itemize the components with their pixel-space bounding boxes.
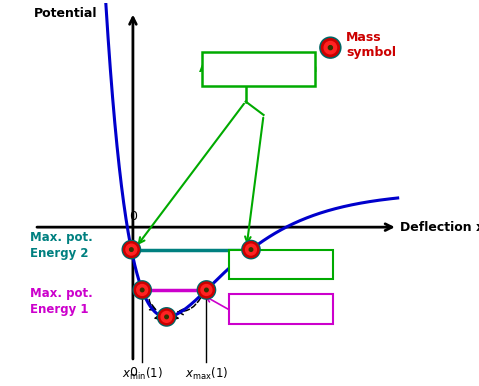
Circle shape [161, 312, 172, 322]
Text: Energy level 1: Energy level 1 [231, 303, 331, 315]
Circle shape [198, 282, 214, 298]
Circle shape [132, 280, 152, 300]
Text: Average position: Average position [199, 63, 318, 76]
FancyBboxPatch shape [229, 250, 332, 279]
Circle shape [159, 309, 174, 325]
Circle shape [165, 315, 168, 319]
Text: $x_{\max}(1)$: $x_{\max}(1)$ [185, 366, 228, 383]
Circle shape [249, 248, 253, 251]
Circle shape [126, 244, 137, 255]
Text: 0: 0 [129, 210, 137, 223]
FancyBboxPatch shape [203, 52, 315, 86]
Text: Energy level 2: Energy level 2 [231, 258, 331, 271]
Circle shape [324, 41, 337, 54]
Circle shape [130, 248, 133, 251]
Text: Max. pot.
Energy 2: Max. pot. Energy 2 [30, 230, 92, 260]
Circle shape [134, 282, 150, 298]
Text: Potential: Potential [34, 7, 98, 20]
Circle shape [328, 46, 332, 50]
Circle shape [241, 240, 261, 259]
Circle shape [196, 280, 217, 300]
Circle shape [319, 36, 342, 59]
Text: 0: 0 [129, 366, 137, 379]
Circle shape [140, 288, 144, 292]
Circle shape [201, 284, 212, 295]
Circle shape [124, 242, 139, 257]
Circle shape [246, 244, 256, 255]
Circle shape [157, 307, 176, 327]
Text: Deflection x: Deflection x [400, 221, 479, 234]
Circle shape [122, 240, 141, 259]
Circle shape [321, 39, 339, 57]
Text: Mass
symbol: Mass symbol [346, 31, 396, 59]
Circle shape [137, 284, 148, 295]
Text: $x_{\min}(1)$: $x_{\min}(1)$ [122, 366, 162, 383]
Text: Max. pot.
Energy 1: Max. pot. Energy 1 [30, 287, 92, 316]
Circle shape [205, 288, 208, 292]
FancyBboxPatch shape [229, 295, 332, 323]
Circle shape [243, 242, 259, 257]
